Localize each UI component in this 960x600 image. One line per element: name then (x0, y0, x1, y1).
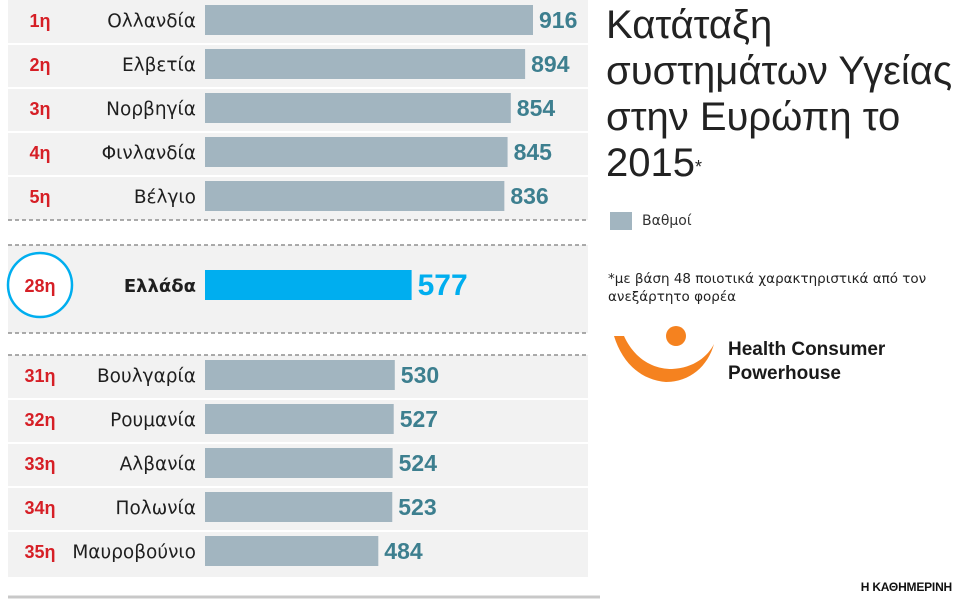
value-label: 854 (517, 95, 556, 121)
source-credit: Η ΚΑΘΗΜΕΡΙΝΗ (860, 580, 952, 594)
country-label: Βέλγιο (134, 187, 196, 208)
country-label: Μαυροβούνιο (72, 542, 196, 563)
value-label: 845 (514, 139, 553, 165)
footnote: *με βάση 48 ποιοτικά χαρακτηριστικά από … (608, 271, 927, 305)
country-label: Νορβηγία (106, 99, 196, 120)
legend-label: Βαθμοί (642, 213, 692, 229)
logo-line-1: Health Consumer (728, 339, 886, 360)
rank-label: 31η (24, 366, 55, 386)
rank-label: 34η (24, 498, 55, 518)
bar (205, 49, 526, 79)
country-label: Αλβανία (120, 454, 196, 475)
value-label: 916 (539, 7, 577, 33)
hcp-logo: Health Consumer Powerhouse (608, 322, 948, 392)
rank-label: 3η (29, 99, 50, 119)
country-label: Ελλάδα (124, 276, 196, 297)
value-label: 523 (398, 494, 436, 520)
title-footnote-marker: * (694, 157, 702, 177)
legend: Βαθμοί (610, 212, 692, 230)
rank-label: 28η (24, 276, 55, 296)
bar (205, 536, 379, 566)
country-label: Πολωνία (116, 498, 196, 519)
value-label: 530 (401, 362, 439, 388)
rank-highlight-ring (6, 251, 74, 319)
bar (205, 492, 393, 522)
country-label: Βουλγαρία (97, 366, 196, 387)
value-label: 577 (418, 269, 468, 302)
value-label: 527 (400, 406, 438, 432)
country-label: Φινλανδία (102, 143, 196, 164)
rank-label: 1η (29, 11, 50, 31)
ranking-bar-chart: 1η Ολλανδία 916 2η Ελβετία 894 3η Νορβηγία 854 4η… (6, 0, 600, 599)
country-label: Ρουμανία (110, 410, 196, 431)
bar (205, 93, 511, 123)
bar (205, 5, 533, 35)
bar (205, 448, 393, 478)
rank-label: 2η (29, 55, 50, 75)
value-label: 484 (384, 538, 423, 564)
rank-label: 5η (29, 187, 50, 207)
country-label: Ελβετία (122, 55, 196, 76)
value-label: 524 (399, 450, 438, 476)
hcp-logo-text: Health Consumer Powerhouse (728, 338, 885, 386)
bar (205, 360, 395, 390)
chart-title: Κατάταξη συστημάτων Υγείας στην Ευρώπη τ… (606, 2, 956, 186)
chart-title-text: Κατάταξη συστημάτων Υγείας στην Ευρώπη τ… (606, 3, 953, 185)
legend-swatch (610, 212, 632, 230)
hcp-logo-icon (614, 326, 714, 382)
rank-label: 33η (24, 454, 55, 474)
rank-label: 32η (24, 410, 55, 430)
value-label: 836 (510, 183, 548, 209)
value-label: 894 (531, 51, 570, 77)
country-label: Ολλανδία (107, 11, 196, 32)
bar (205, 181, 505, 211)
bar (205, 270, 412, 300)
bar (205, 404, 394, 434)
rank-label: 35η (24, 542, 55, 562)
rank-label: 4η (29, 143, 50, 163)
logo-line-2: Powerhouse (728, 363, 841, 384)
bar (205, 137, 508, 167)
